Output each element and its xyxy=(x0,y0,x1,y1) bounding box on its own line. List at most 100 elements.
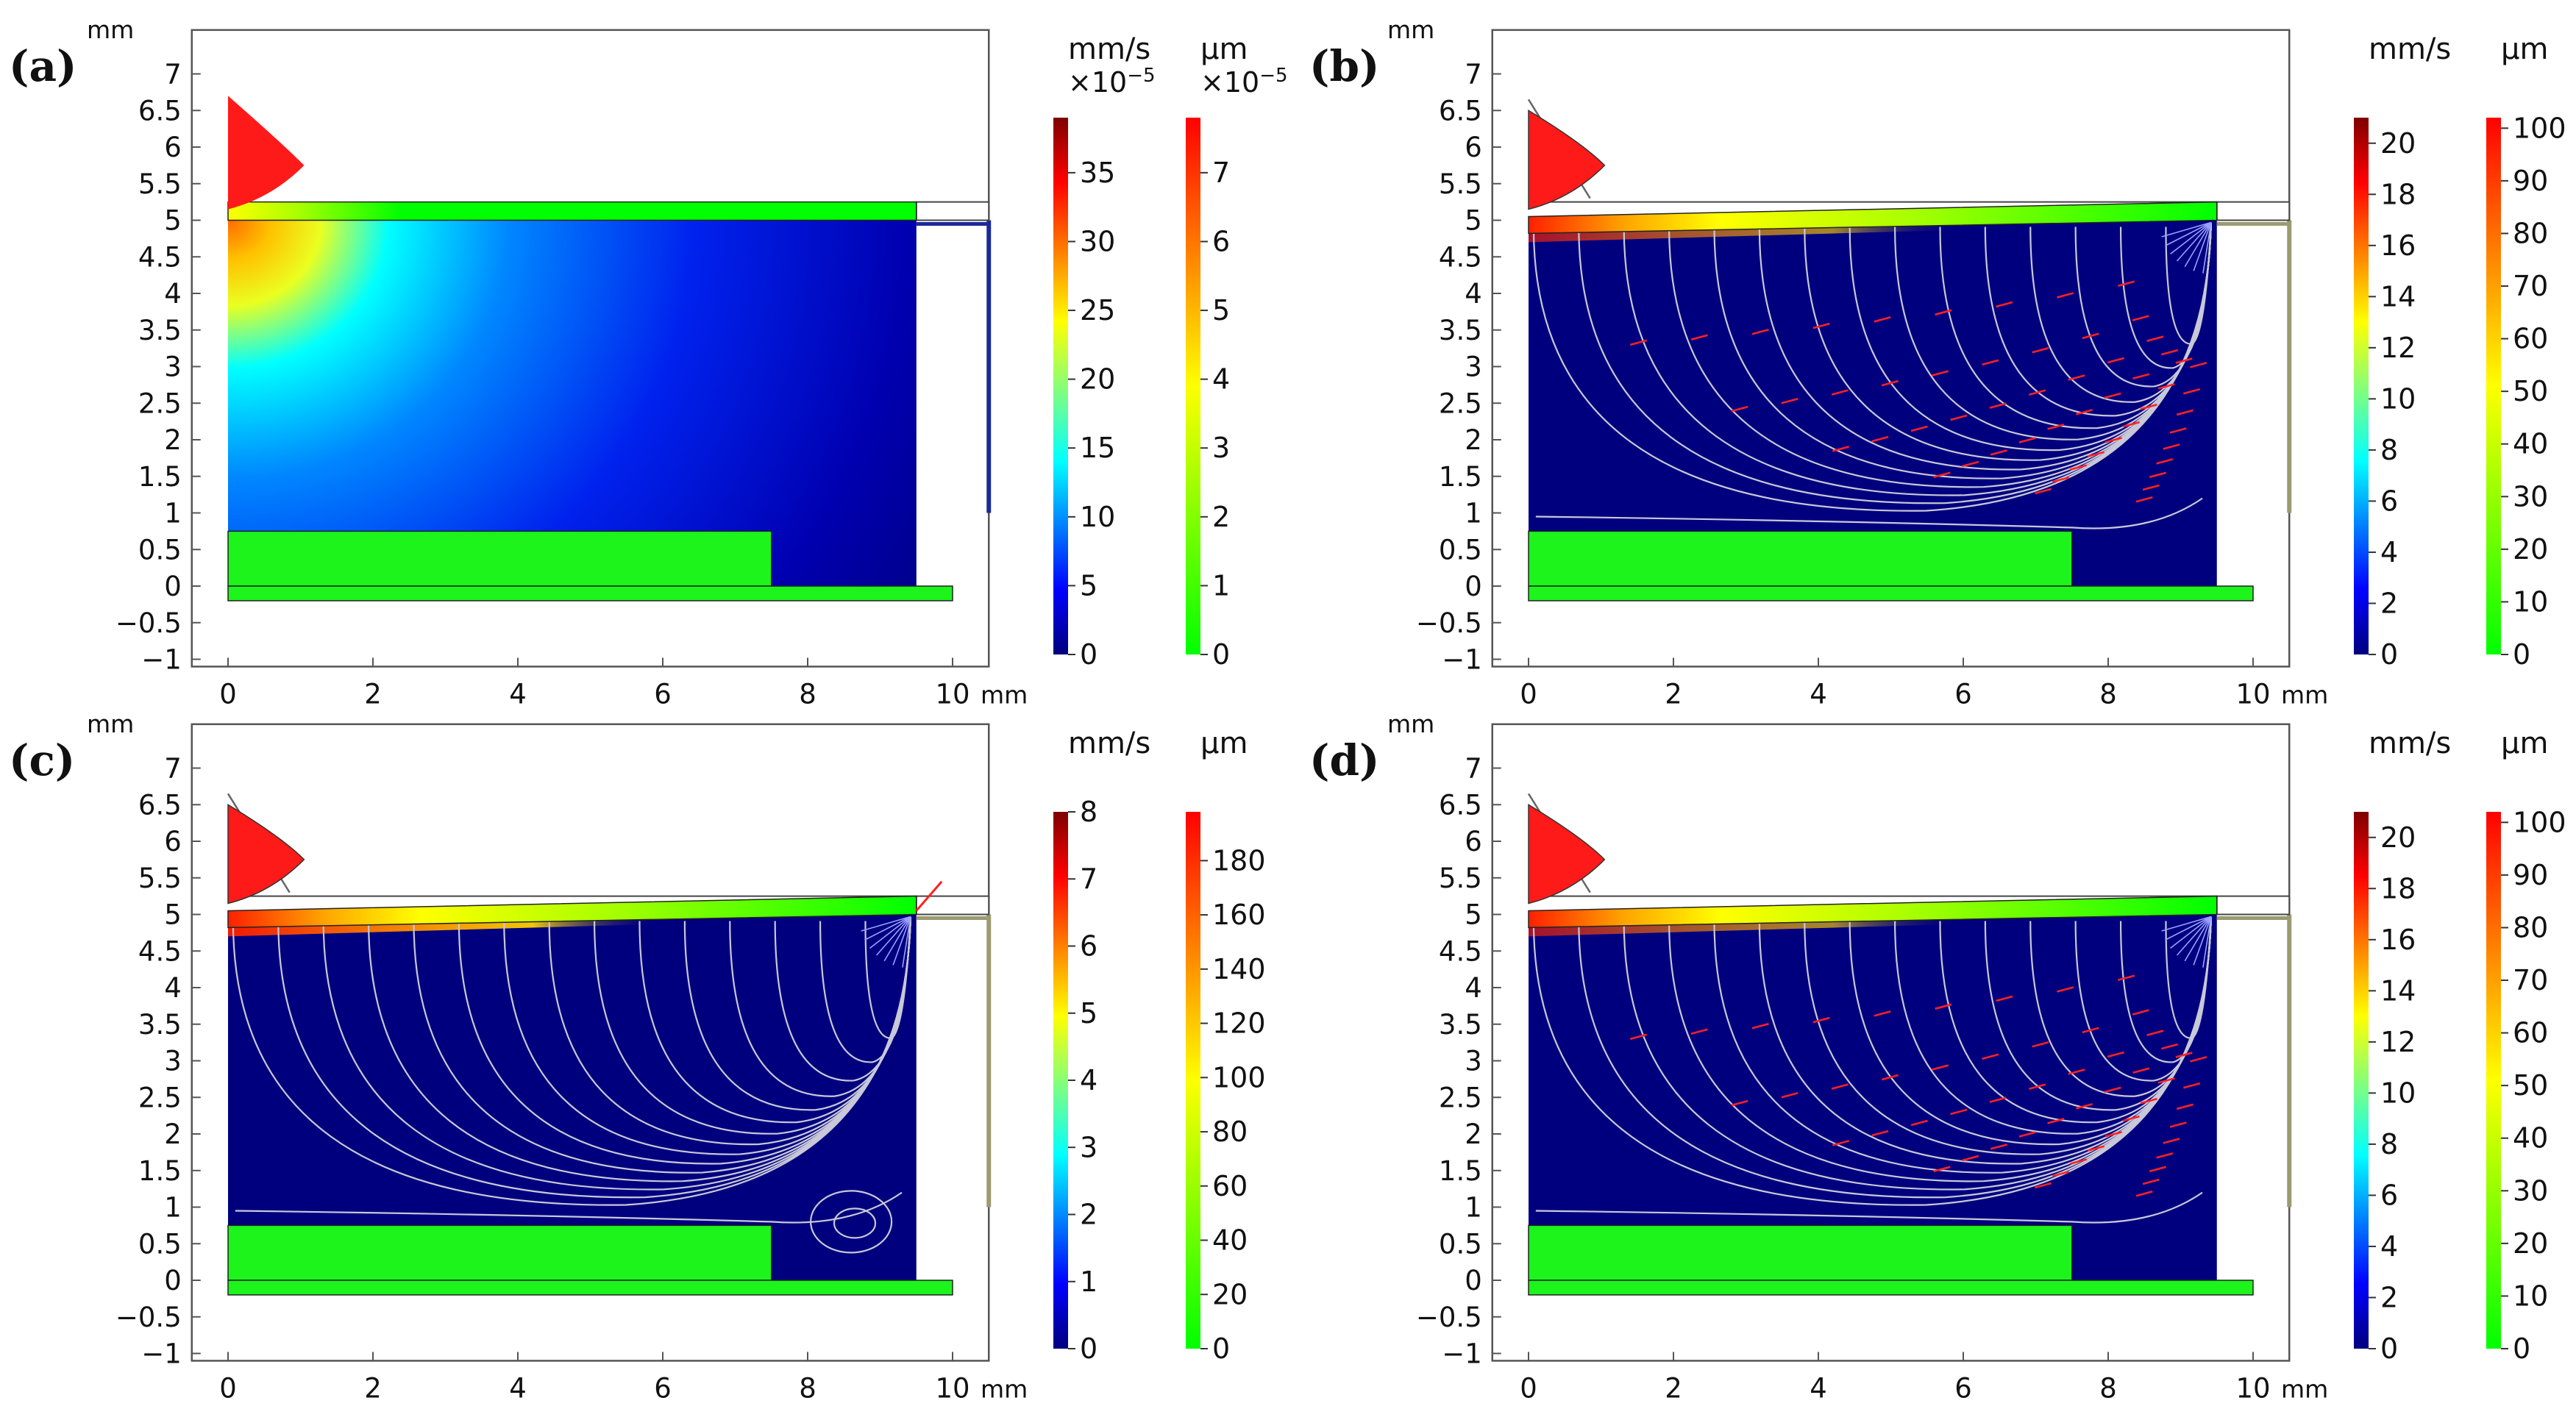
streamlines xyxy=(232,916,911,1254)
displacement-colorbar-tick-label: 100 xyxy=(2513,806,2566,838)
top-plate xyxy=(1528,201,2218,235)
velocity-arrow xyxy=(1690,334,1708,340)
velocity-arrow xyxy=(2146,1030,2164,1036)
streamlines xyxy=(1532,916,2212,1224)
velocity-arrow xyxy=(2068,374,2085,381)
velocity-colorbar-tick-label: 0 xyxy=(1080,638,1097,671)
y-tick-label: 0 xyxy=(164,571,182,602)
displacement-colorbar-tick-label: 80 xyxy=(2513,217,2548,249)
y-tick-label: −0.5 xyxy=(1416,1302,1482,1333)
displacement-colorbar-tick-label: 60 xyxy=(1212,1170,1248,1202)
displacement-colorbar-tick-label: 4 xyxy=(1212,363,1230,396)
velocity-arrow xyxy=(2149,471,2167,479)
displacement-colorbar-tick-label: 0 xyxy=(2513,638,2530,671)
y-axis-unit: mm xyxy=(87,15,134,44)
y-tick-label: 4.5 xyxy=(138,935,182,967)
velocity-colorbar-tick-label: 20 xyxy=(1080,363,1115,396)
velocity-arrow xyxy=(1781,1091,1798,1099)
y-tick-label: 4 xyxy=(1465,972,1482,1004)
velocity-colorbar-tick-label: 8 xyxy=(1080,796,1097,828)
y-tick-label: 5.5 xyxy=(1439,863,1482,894)
y-axis-unit: mm xyxy=(87,710,134,738)
x-tick-label: 10 xyxy=(2235,678,2270,710)
displacement-colorbar-tick-label: 6 xyxy=(1212,225,1230,257)
velocity-arrow xyxy=(2135,1190,2153,1197)
velocity-colorbar: mm/s 0 2 4 6 8 10 12 14 16 18 20 xyxy=(2354,727,2451,1365)
y-tick-label: 3 xyxy=(1465,1046,1482,1077)
velocity-arrow xyxy=(2175,1052,2193,1058)
velocity-colorbar-unit: mm/s xyxy=(2369,727,2451,760)
displacement-colorbar-tick-label: 70 xyxy=(2513,964,2548,996)
velocity-arrow xyxy=(2035,488,2052,495)
velocity-arrow xyxy=(1629,1033,1647,1041)
velocity-arrow xyxy=(1781,397,1798,404)
velocity-arrow xyxy=(1832,446,1850,452)
velocity-arrow xyxy=(2169,1121,2187,1128)
velocity-colorbar-tick-label: 15 xyxy=(1080,432,1115,464)
velocity-arrow xyxy=(1831,1083,1849,1090)
fluid-domain xyxy=(1529,914,2217,1280)
y-tick-label: 3.5 xyxy=(1439,315,1482,346)
velocity-arrow xyxy=(2157,383,2175,390)
velocity-arrow xyxy=(2052,477,2070,483)
velocity-colorbar-tick-label: 0 xyxy=(1080,1332,1097,1365)
displacement-colorbar-tick-label: 20 xyxy=(1212,1278,1248,1310)
displacement-colorbar-unit: µm xyxy=(1200,32,1248,66)
y-tick-label: 7 xyxy=(164,59,182,90)
velocity-arrow xyxy=(2087,451,2104,457)
velocity-arrow xyxy=(915,880,943,912)
y-tick-label: 1 xyxy=(164,498,182,529)
velocity-colorbar-tick-label: 16 xyxy=(2380,229,2416,262)
velocity-colorbar-tick-label: 2 xyxy=(2380,1281,2398,1313)
y-tick-label: 5 xyxy=(164,205,182,237)
x-tick-label: 0 xyxy=(219,678,237,710)
top-plate-extension xyxy=(915,201,990,221)
y-tick-label: 4 xyxy=(164,278,182,310)
velocity-arrow xyxy=(1910,1119,1928,1127)
x-tick-label: 6 xyxy=(1954,678,1972,710)
fluid-domain xyxy=(1529,220,2217,586)
streamline xyxy=(232,916,911,1206)
displacement-colorbar-gradient xyxy=(2486,812,2501,1349)
panel-label: (a) xyxy=(9,41,77,91)
x-tick-label: 4 xyxy=(509,678,527,710)
y-tick-label: 5 xyxy=(1465,899,1482,931)
y-tick-label: 1.5 xyxy=(1439,1155,1482,1187)
velocity-arrow xyxy=(2047,424,2065,430)
streamline xyxy=(2161,916,2212,932)
velocity-colorbar: mm/s×10−5 0 5 10 15 20 25 30 35 xyxy=(1053,32,1156,671)
top-plate-extension xyxy=(915,895,990,916)
y-tick-label: 1 xyxy=(1465,1192,1482,1224)
velocity-colorbar-tick-label: 25 xyxy=(1080,294,1115,327)
x-axis-unit: mm xyxy=(981,1374,1028,1403)
velocity-arrow xyxy=(2132,373,2150,380)
y-tick-label: 2.5 xyxy=(1439,388,1482,419)
velocity-colorbar-tick-label: 0 xyxy=(2380,638,2398,671)
displacement-colorbar-tick-label: 10 xyxy=(2513,1280,2548,1312)
y-tick-label: 6 xyxy=(164,132,182,163)
velocity-arrow xyxy=(2190,362,2207,368)
x-tick-label: 6 xyxy=(654,678,672,710)
x-tick-label: 4 xyxy=(1810,678,1827,710)
y-tick-label: 2.5 xyxy=(138,388,182,419)
displacement-colorbar-tick-label: 0 xyxy=(2513,1332,2530,1365)
velocity-arrow xyxy=(1996,301,2013,308)
bottom-block xyxy=(1528,530,2073,587)
displacement-colorbar: µm 0 10 20 30 40 50 60 70 80 90 100 xyxy=(2486,32,2566,671)
velocity-arrow xyxy=(2087,1145,2104,1152)
panel-a: (a) −1 −0.5 0 0.5 1 1.5 2 2.5 3 3.5 4 4.5 5 5.5 6 6.5 7 mm… xyxy=(9,15,1288,710)
velocity-arrow xyxy=(2032,1041,2049,1048)
base-plate xyxy=(1528,585,2254,602)
y-tick-label: −1 xyxy=(141,1338,182,1370)
velocity-multiplier-exponent: −5 xyxy=(1127,65,1155,87)
y-tick-label: 0.5 xyxy=(1439,534,1482,565)
displacement-colorbar-tick-label: 0 xyxy=(1212,1332,1230,1365)
streamline xyxy=(2202,222,2212,274)
velocity-arrow xyxy=(1933,471,1951,479)
velocity-arrow xyxy=(1933,1166,1951,1173)
displacement-colorbar-unit: µm xyxy=(1200,727,1248,760)
velocity-colorbar-unit: mm/s xyxy=(1068,727,1150,760)
velocity-colorbar-tick-label: 18 xyxy=(2380,178,2416,210)
y-tick-label: 0.5 xyxy=(1439,1228,1482,1260)
x-tick-label: 10 xyxy=(935,1372,969,1404)
